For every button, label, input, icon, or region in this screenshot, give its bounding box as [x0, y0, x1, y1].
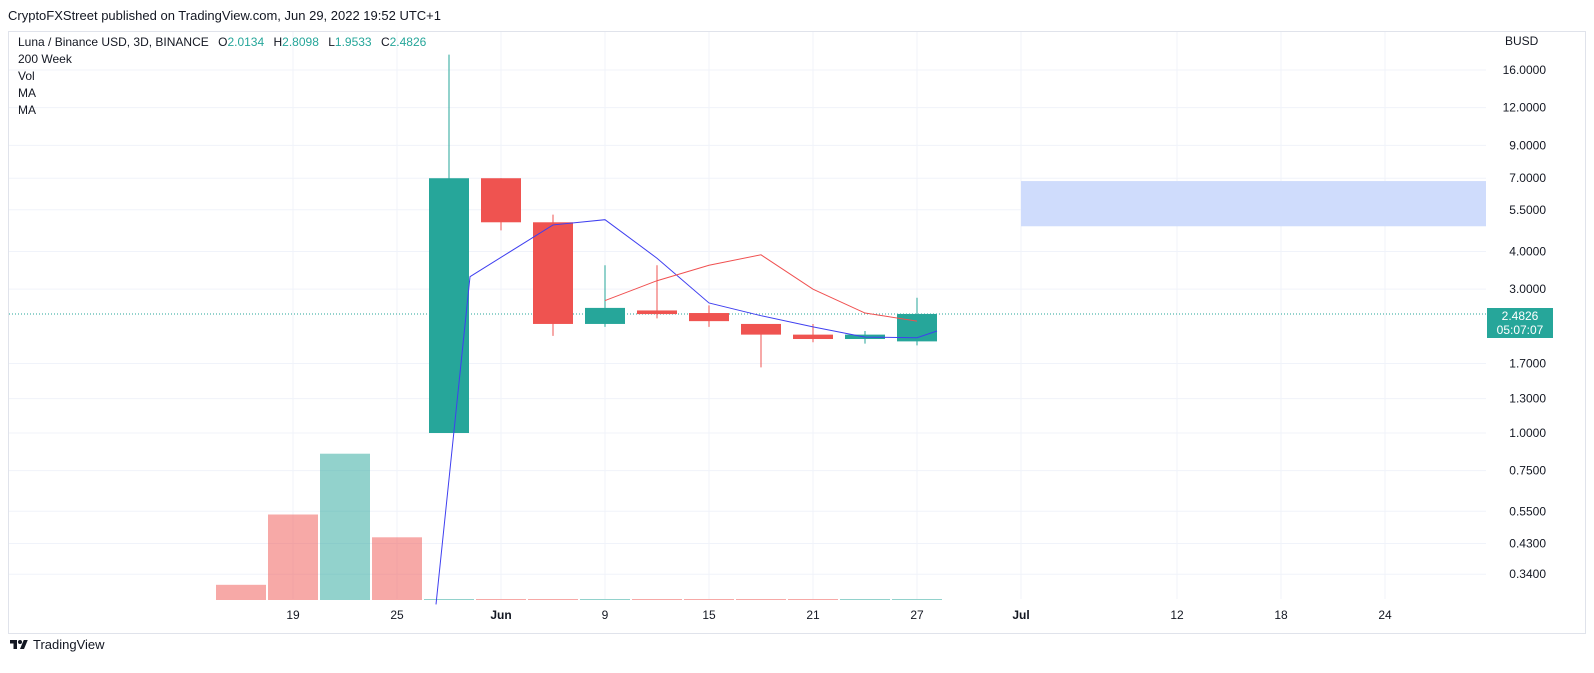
price-tick-label: 0.7500	[1509, 464, 1546, 478]
resistance-zone-rect	[1021, 181, 1486, 227]
volume-bar	[788, 599, 838, 600]
low-value: 1.9533	[334, 35, 372, 49]
candle-body	[429, 178, 469, 433]
volume-bar	[528, 599, 578, 600]
candle-body	[793, 334, 833, 340]
candlesticks	[429, 54, 937, 433]
time-tick-label: 12	[1170, 608, 1184, 622]
symbol-line: Luna / Binance USD, 3D, BINANCE O2.0134 …	[18, 34, 426, 51]
candle	[429, 54, 469, 433]
published-caption: CryptoFXStreet published on TradingView.…	[8, 8, 441, 23]
price-tick-label: 3.0000	[1509, 282, 1546, 296]
candle-body	[481, 178, 521, 223]
footer-brand[interactable]: TradingView	[10, 637, 105, 652]
volume-bar	[320, 453, 370, 600]
ma-slow-line	[604, 254, 918, 322]
indicator-ma-1[interactable]: MA	[18, 86, 36, 100]
open-value: 2.0134	[227, 35, 265, 49]
volume-bar	[424, 599, 474, 600]
price-tick-label: 4.0000	[1509, 245, 1546, 259]
candle	[637, 265, 677, 319]
axis-currency: BUSD	[1505, 34, 1539, 48]
candle	[741, 323, 781, 368]
price-axis-labels: 16.0000 12.0000 9.0000 7.0000 5.5000 4.0000 3.…	[1503, 63, 1547, 581]
candle-body	[533, 222, 573, 324]
indicator-vol[interactable]: Vol	[18, 69, 35, 83]
last-price-value: 2.4826	[1501, 309, 1539, 323]
candle	[585, 265, 625, 327]
chart-grid	[9, 32, 1486, 599]
price-tick-label: 9.0000	[1509, 138, 1546, 152]
price-tick-label: 7.0000	[1509, 171, 1546, 185]
time-tick-label: 18	[1274, 608, 1288, 622]
volume-bar	[892, 599, 942, 600]
candle-body	[897, 313, 937, 342]
ma-fast-line	[435, 219, 938, 605]
volume-bar	[684, 599, 734, 600]
volume-bar	[372, 537, 422, 600]
candle-body	[637, 310, 677, 315]
last-price-tag: 2.4826 05:07:07	[1487, 308, 1553, 338]
indicator-ma-2[interactable]: MA	[18, 103, 36, 117]
price-tick-label: 0.4300	[1509, 536, 1546, 550]
volume-bar	[476, 599, 526, 600]
high-label: H	[273, 35, 283, 49]
chart-pane[interactable]	[8, 31, 1586, 634]
time-tick-label: 9	[602, 608, 609, 622]
brand-name: TradingView	[33, 637, 105, 652]
indicator-200-week[interactable]: 200 Week	[18, 52, 72, 66]
price-tick-label: 1.7000	[1509, 357, 1546, 371]
candle	[689, 305, 729, 327]
time-tick-label: 21	[806, 608, 820, 622]
price-tick-label: 5.5000	[1509, 203, 1546, 217]
chart-legend: Luna / Binance USD, 3D, BINANCE O2.0134 …	[18, 34, 426, 119]
time-tick-label: 25	[390, 608, 404, 622]
price-tick-label: 1.3000	[1509, 392, 1546, 406]
symbol-title[interactable]: Luna / Binance USD, 3D, BINANCE	[18, 35, 209, 49]
candle-countdown: 05:07:07	[1496, 323, 1544, 337]
candle	[481, 178, 521, 231]
price-tick-label: 1.0000	[1509, 426, 1546, 440]
candle	[533, 214, 573, 336]
volume-bar	[580, 599, 630, 600]
time-tick-label: 19	[286, 608, 300, 622]
candle-body	[741, 323, 781, 335]
tradingview-logo-icon	[10, 639, 28, 649]
time-tick-label: Jul	[1012, 608, 1029, 622]
close-value: 2.4826	[389, 35, 427, 49]
time-axis-labels: 19 25 Jun 9 15 21 27 Jul 12 18 24	[286, 608, 1392, 622]
low-label: L	[328, 35, 335, 49]
price-tick-label: 16.0000	[1503, 63, 1547, 77]
volume-bar	[840, 599, 890, 600]
price-tick-label: 0.5500	[1509, 504, 1546, 518]
resistance-zone	[1021, 181, 1486, 227]
close-label: C	[380, 35, 390, 49]
candle-body	[585, 307, 625, 324]
time-tick-label: 24	[1378, 608, 1392, 622]
moving-averages	[435, 219, 938, 605]
time-tick-label: Jun	[490, 608, 511, 622]
open-label: O	[218, 35, 228, 49]
volume-bars	[216, 453, 942, 600]
volume-bar	[268, 514, 318, 600]
volume-bar	[736, 599, 786, 600]
volume-bar	[216, 584, 266, 600]
price-tick-label: 0.3400	[1509, 567, 1546, 581]
volume-bar	[632, 599, 682, 600]
candle-body	[689, 313, 729, 322]
price-tick-label: 12.0000	[1503, 101, 1547, 115]
high-value: 2.8098	[282, 35, 319, 49]
time-tick-label: 27	[910, 608, 924, 622]
time-tick-label: 15	[702, 608, 716, 622]
